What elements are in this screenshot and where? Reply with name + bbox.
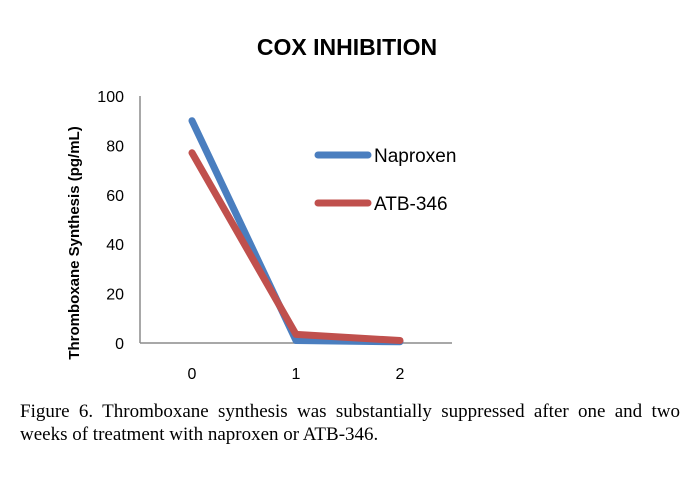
- legend-label: ATB-346: [374, 194, 448, 215]
- y-axis-title: Thromboxane Synthesis (pg/mL): [66, 126, 83, 359]
- x-axis-ticks: 0 1 2: [188, 366, 405, 383]
- y-tick-label: 100: [97, 89, 124, 106]
- y-axis-ticks: 0 20 40 60 80 100: [97, 89, 124, 353]
- series-lines: [188, 117, 404, 346]
- y-tick-label: 0: [115, 336, 124, 353]
- y-tick-label: 60: [106, 188, 124, 205]
- chart-title: COX INHIBITION: [257, 34, 437, 60]
- figure-caption: Figure 6. Thromboxane synthesis was subs…: [20, 401, 680, 445]
- series-line-atb-346: [188, 149, 404, 344]
- y-tick-label: 20: [106, 287, 124, 304]
- legend: Naproxen ATB-346: [314, 146, 456, 215]
- y-tick-label: 80: [106, 138, 124, 155]
- x-tick-label: 0: [188, 366, 197, 383]
- y-tick-label: 40: [106, 237, 124, 254]
- x-tick-label: 1: [292, 366, 301, 383]
- x-tick-label: 2: [396, 366, 405, 383]
- legend-label: Naproxen: [374, 146, 456, 167]
